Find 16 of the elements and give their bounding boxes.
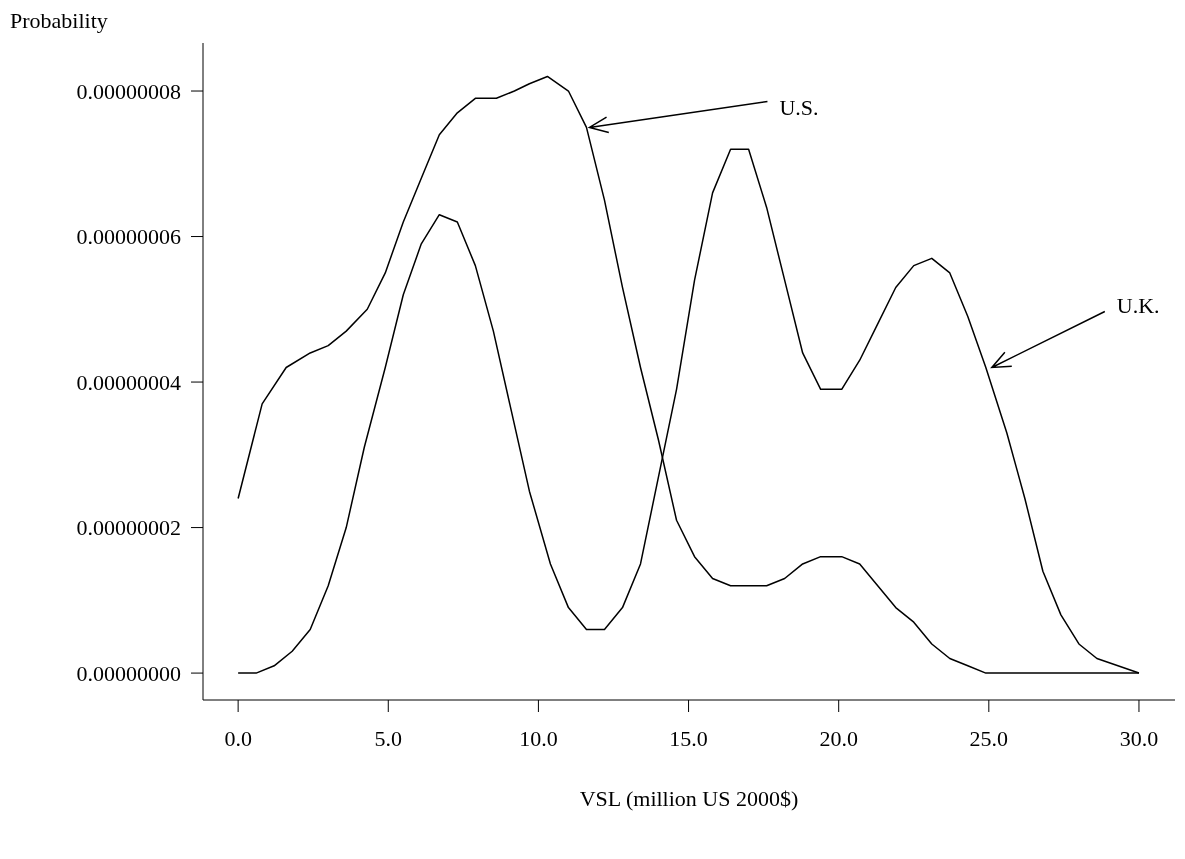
x-tick-label: 5.0	[374, 725, 403, 751]
y-tick-label: 0.00000004	[76, 369, 181, 395]
annotation: U.S.	[779, 95, 819, 121]
x-tick-label: 0.0	[224, 725, 252, 751]
x-axis-title: VSL (million US 2000$)	[578, 786, 800, 812]
y-axis-title: Probability	[10, 8, 108, 34]
y-tick-label: 0.00000000	[76, 660, 181, 686]
y-tick-label: 0.00000008	[76, 78, 181, 104]
y-tick-label: 0.00000002	[76, 515, 181, 541]
x-tick-label: 25.0	[969, 725, 1009, 751]
x-tick-label: 20.0	[819, 725, 858, 751]
x-tick-label: 10.0	[519, 725, 558, 751]
annotation: U.K.	[1116, 293, 1160, 319]
x-tick-label: 15.0	[669, 725, 708, 751]
y-tick-label: 0.00000006	[76, 224, 181, 250]
x-tick-label: 30.0	[1119, 725, 1159, 751]
